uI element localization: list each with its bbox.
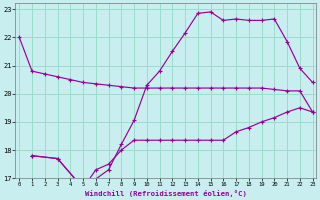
- X-axis label: Windchill (Refroidissement éolien,°C): Windchill (Refroidissement éolien,°C): [85, 190, 247, 197]
